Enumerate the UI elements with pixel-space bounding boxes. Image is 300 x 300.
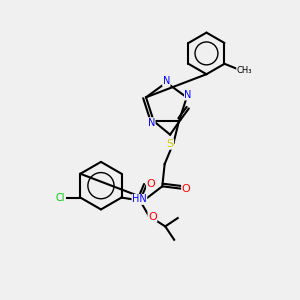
Text: Cl: Cl [56, 193, 65, 202]
Text: HN: HN [132, 194, 147, 204]
Text: N: N [184, 90, 192, 100]
Text: O: O [148, 212, 157, 222]
Text: CH₃: CH₃ [237, 66, 252, 75]
Text: O: O [147, 178, 155, 189]
Text: N: N [163, 76, 170, 86]
Text: S: S [167, 139, 174, 149]
Text: O: O [182, 184, 190, 194]
Text: N: N [148, 118, 155, 128]
